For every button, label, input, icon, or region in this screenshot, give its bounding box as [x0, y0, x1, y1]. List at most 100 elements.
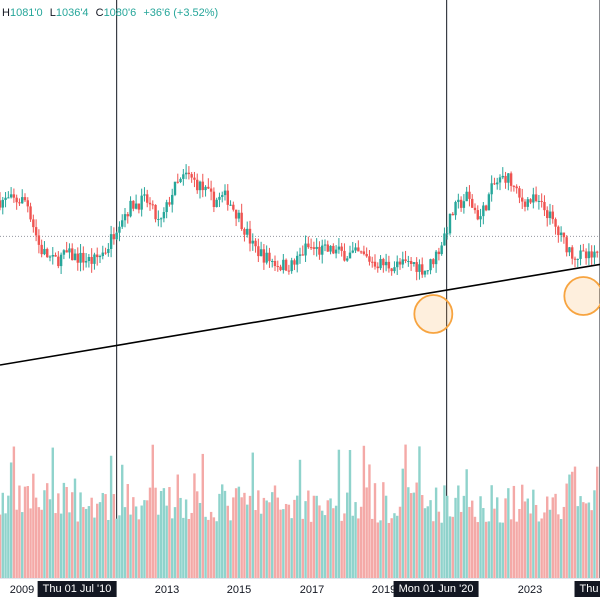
volume-bar-40 [109, 455, 113, 578]
volume-bar-49 [134, 506, 138, 578]
candle-body-99 [273, 261, 277, 267]
candle-body-23 [62, 250, 66, 255]
volume-bar-204 [565, 483, 568, 578]
volume-bar-88 [243, 492, 246, 578]
candle-body-40 [109, 234, 113, 249]
candle-body-185 [512, 185, 516, 187]
volume-bar-154 [426, 506, 429, 578]
candle-body-30 [82, 252, 85, 263]
candle-body-20 [54, 255, 57, 257]
volume-bar-19 [51, 447, 54, 578]
candle-body-213 [590, 251, 593, 258]
volume-bar-156 [432, 521, 435, 578]
volume-bar-140 [387, 522, 391, 578]
candle-body-47 [129, 200, 132, 217]
candle-body-162 [448, 213, 452, 234]
change-value: +36'6 (+3.52%) [143, 7, 219, 19]
volume-bar-37 [101, 492, 104, 578]
candle-body-91 [251, 240, 254, 244]
volume-bar-211 [584, 503, 588, 578]
candle-body-123 [340, 246, 343, 251]
volume-histogram [0, 444, 599, 578]
time-axis[interactable]: 2009 2013 2015 2017 2019 2023 Thu 01 Jul… [0, 578, 600, 601]
candle-body-42 [115, 232, 118, 240]
volume-bar-85 [234, 488, 238, 578]
candle-body-65 [179, 178, 182, 183]
volume-bar-167 [462, 495, 466, 578]
volume-bar-149 [412, 492, 416, 578]
volume-bar-210 [582, 502, 585, 578]
candle-body-31 [84, 261, 88, 263]
volume-bar-32 [87, 506, 91, 578]
candle-body-37 [101, 252, 104, 257]
candle-body-116 [321, 245, 324, 255]
candle-body-186 [515, 186, 518, 189]
candle-body-33 [90, 257, 93, 264]
candle-body-181 [501, 175, 504, 178]
candle-body-54 [148, 202, 152, 205]
candle-body-204 [565, 237, 568, 253]
candle-body-203 [562, 232, 566, 238]
volume-bar-6 [15, 509, 18, 578]
candle-body-38 [104, 252, 107, 254]
candle-body-163 [451, 213, 454, 216]
volume-bar-111 [307, 490, 310, 578]
candle-body-178 [493, 183, 496, 185]
candle-body-58 [159, 218, 163, 220]
volume-bar-57 [157, 514, 160, 578]
candle-body-202 [559, 232, 563, 236]
candle-body-59 [162, 212, 166, 219]
volume-bar-170 [471, 500, 474, 578]
candle-body-149 [412, 262, 416, 264]
low-value: 1036'4 [55, 7, 89, 19]
candle-body-100 [276, 266, 279, 268]
cursor-label-2010: Thu 01 Jul '10 [37, 581, 117, 597]
candle-body-136 [376, 266, 379, 269]
candle-body-107 [296, 255, 299, 265]
candle-body-125 [346, 258, 349, 261]
candle-body-175 [484, 205, 488, 211]
volume-bar-14 [37, 507, 41, 578]
volume-bar-68 [187, 518, 191, 578]
volume-bar-42 [115, 518, 118, 578]
candle-body-179 [496, 182, 499, 185]
volume-bar-54 [148, 487, 152, 578]
candle-body-50 [137, 203, 141, 210]
volume-bar-190 [526, 498, 529, 578]
candle-body-68 [187, 172, 191, 175]
volume-bar-194 [537, 521, 541, 578]
volume-bar-141 [390, 518, 393, 578]
candle-body-139 [384, 261, 388, 266]
candle-body-13 [34, 227, 38, 236]
volume-bar-125 [346, 492, 349, 578]
volume-bar-29 [79, 492, 82, 578]
candle-body-19 [51, 255, 54, 257]
candle-body-182 [504, 175, 507, 183]
candle-body-146 [404, 259, 407, 262]
candle-body-119 [329, 245, 332, 252]
candle-body-9 [23, 197, 27, 201]
volume-bar-173 [479, 496, 482, 578]
volume-bar-69 [190, 512, 193, 578]
trendline-drawing[interactable] [0, 263, 600, 366]
volume-bar-166 [459, 511, 463, 578]
candle-body-180 [498, 177, 502, 183]
volume-bar-123 [340, 520, 343, 578]
candle-body-114 [315, 246, 318, 249]
candle-body-134 [371, 261, 374, 263]
candle-body-214 [593, 251, 596, 258]
highlight-circles[interactable] [413, 276, 600, 334]
volume-bar-146 [404, 444, 407, 578]
volume-bar-95 [262, 497, 266, 578]
candle-body-128 [354, 247, 357, 251]
candle-body-26 [71, 248, 74, 261]
candle-body-189 [523, 201, 527, 207]
volume-bar-126 [348, 449, 352, 578]
candle-body-2 [4, 197, 7, 200]
volume-bar-98 [271, 492, 274, 578]
volume-bar-107 [296, 495, 299, 578]
volume-bar-46 [126, 484, 129, 578]
candle-body-96 [265, 252, 268, 263]
candle-body-158 [437, 251, 441, 255]
